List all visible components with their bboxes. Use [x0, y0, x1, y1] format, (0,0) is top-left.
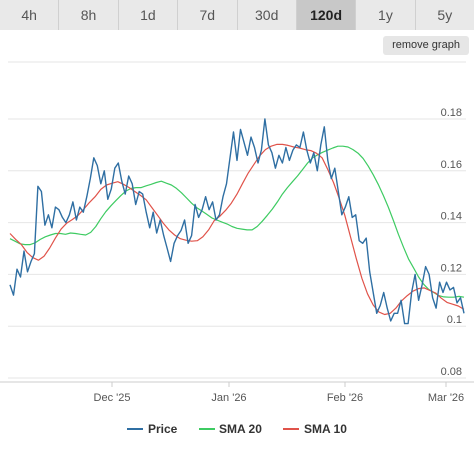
tab-7d[interactable]: 7d — [178, 0, 238, 30]
series-line-price — [9, 118, 465, 325]
y-tick-label: 0.1 — [447, 314, 462, 326]
x-tick-label: Dec '25 — [94, 392, 131, 404]
tab-5y[interactable]: 5y — [415, 0, 474, 30]
y-tick-label: 0.08 — [441, 366, 462, 378]
tab-120d[interactable]: 120d — [296, 0, 357, 30]
tab-1d[interactable]: 1d — [118, 0, 179, 30]
tab-30d[interactable]: 30d — [237, 0, 297, 30]
y-tick-label: 0.16 — [441, 159, 462, 171]
legend-label: Price — [148, 422, 178, 436]
tab-4h[interactable]: 4h — [0, 0, 60, 30]
x-tick-label: Jan '26 — [211, 392, 246, 404]
legend-label: SMA 10 — [304, 422, 347, 436]
x-tick-label: Mar '26 — [428, 392, 464, 404]
tab-8h[interactable]: 8h — [59, 0, 119, 30]
remove-graph-button[interactable]: remove graph — [383, 36, 469, 55]
y-tick-label: 0.14 — [441, 211, 462, 223]
series-line-sma-10 — [9, 143, 465, 316]
x-tick-label: Feb '26 — [327, 392, 363, 404]
y-tick-label: 0.12 — [441, 262, 462, 274]
time-range-tabs: 4h 8h 1d 7d 30d 120d 1y 5y — [0, 0, 474, 30]
series-line-sma-20 — [9, 145, 465, 298]
legend-label: SMA 20 — [219, 422, 262, 436]
y-tick-label: 0.18 — [441, 107, 462, 119]
tab-1y[interactable]: 1y — [356, 0, 416, 30]
